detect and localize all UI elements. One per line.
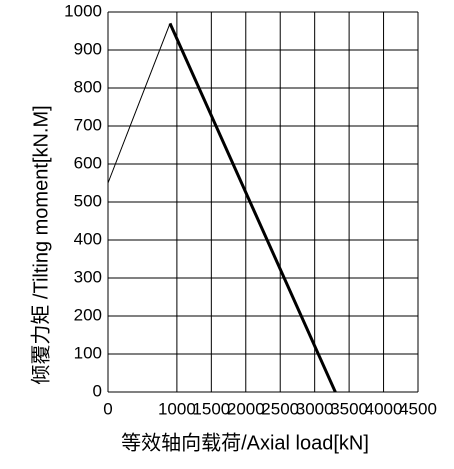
y-tick-label: 900 bbox=[74, 39, 102, 58]
curve bbox=[168, 22, 337, 393]
y-tick-label: 300 bbox=[74, 267, 102, 286]
y-tick-label: 1000 bbox=[64, 1, 102, 20]
y-tick-label: 200 bbox=[74, 305, 102, 324]
x-tick-label: 1500 bbox=[192, 399, 230, 418]
x-tick-label: 4000 bbox=[365, 399, 403, 418]
y-tick-label: 500 bbox=[74, 191, 102, 210]
curve bbox=[107, 23, 171, 184]
y-tick-label: 0 bbox=[93, 381, 102, 400]
y-tick-label: 700 bbox=[74, 115, 102, 134]
y-tick-label: 800 bbox=[74, 77, 102, 96]
x-tick-label: 3000 bbox=[296, 399, 334, 418]
y-axis-label: 倾覆力矩 /Tilting moment[kN.M] bbox=[29, 105, 52, 384]
y-tick-label: 100 bbox=[74, 343, 102, 362]
x-tick-label: 0 bbox=[103, 399, 112, 418]
y-tick-label: 600 bbox=[74, 153, 102, 172]
y-tick-label: 400 bbox=[74, 229, 102, 248]
x-tick-label: 2000 bbox=[227, 399, 265, 418]
x-tick-label: 4500 bbox=[399, 399, 437, 418]
x-tick-label: 2500 bbox=[261, 399, 299, 418]
x-tick-label: 3500 bbox=[330, 399, 368, 418]
x-axis-label: 等效轴向载荷/Axial load[kN] bbox=[121, 431, 369, 454]
x-tick-label: 1000 bbox=[158, 399, 196, 418]
